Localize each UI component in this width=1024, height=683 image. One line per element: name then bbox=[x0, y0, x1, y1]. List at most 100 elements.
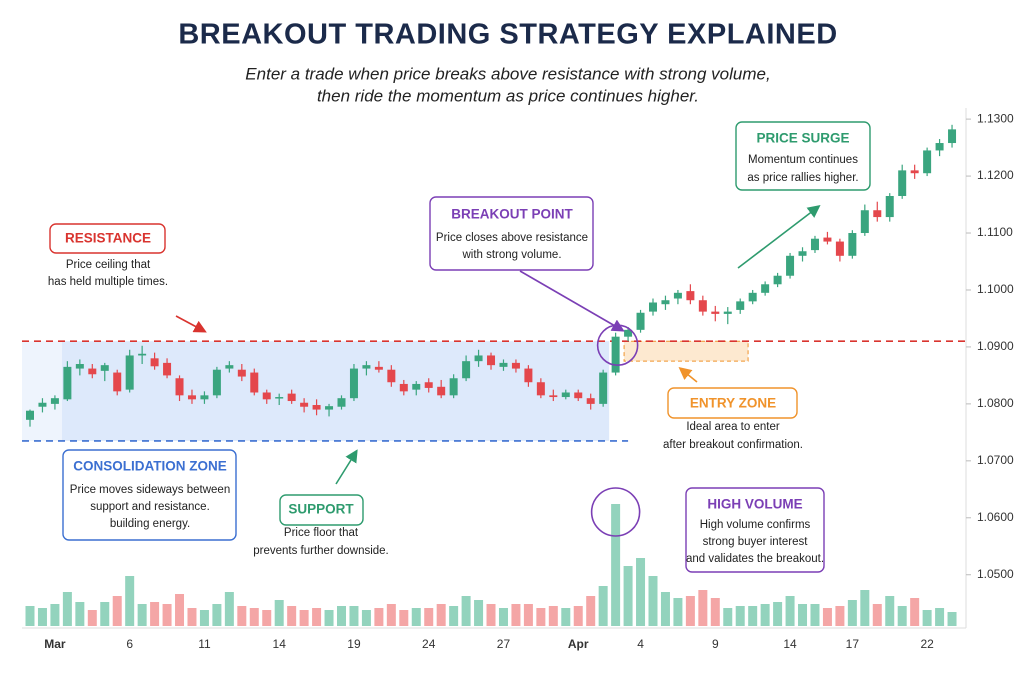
annotation-text: High volume confirms bbox=[700, 519, 811, 531]
candle-body bbox=[125, 355, 134, 390]
volume-bar bbox=[723, 608, 733, 626]
volume-bar bbox=[274, 600, 284, 626]
annotation-box bbox=[279, 494, 364, 526]
volume-bar bbox=[847, 600, 857, 626]
volume-bar bbox=[872, 604, 882, 626]
volume-bar bbox=[449, 606, 459, 626]
volume-bar bbox=[199, 610, 209, 626]
volume-bar bbox=[324, 610, 334, 626]
volume-bar bbox=[262, 610, 272, 626]
y-tick-label: 1.1300 bbox=[977, 111, 1014, 125]
annotation-text: support and resistance. bbox=[90, 501, 210, 513]
candle-body bbox=[262, 392, 271, 400]
volume-bar bbox=[175, 594, 185, 626]
chart-title: BREAKOUT TRADING STRATEGY EXPLAINED bbox=[178, 19, 837, 51]
annotation-title: CONSOLIDATION ZONE bbox=[73, 459, 227, 474]
candle-body bbox=[325, 406, 334, 410]
volume-bar bbox=[586, 596, 596, 626]
candle-body bbox=[462, 361, 471, 379]
x-tick-label: 22 bbox=[920, 637, 934, 651]
volume-bar bbox=[299, 610, 309, 626]
candle-body bbox=[586, 398, 595, 404]
candle-body bbox=[673, 292, 682, 299]
x-tick-label: 4 bbox=[637, 637, 644, 651]
x-tick-label: 14 bbox=[783, 637, 797, 651]
volume-bar bbox=[648, 576, 658, 626]
volume-bar bbox=[137, 604, 147, 626]
volume-bar bbox=[735, 606, 745, 626]
candle-body bbox=[736, 301, 745, 310]
candle-body bbox=[723, 311, 732, 314]
annotation-title: HIGH VOLUME bbox=[707, 497, 802, 512]
volume-bar bbox=[399, 610, 409, 626]
volume-bar bbox=[835, 606, 845, 626]
volume-bar bbox=[935, 608, 945, 626]
candle-body bbox=[349, 368, 358, 399]
candle-body bbox=[424, 382, 433, 388]
volume-bar bbox=[349, 606, 359, 626]
annotation-title: ENTRY ZONE bbox=[690, 396, 776, 411]
volume-bar bbox=[748, 606, 758, 626]
volume-bar bbox=[860, 590, 870, 626]
annotation-text: with strong volume. bbox=[461, 249, 561, 261]
annotation-text: Price ceiling that bbox=[66, 259, 151, 271]
candle-body bbox=[773, 275, 782, 285]
candle-body bbox=[649, 302, 657, 312]
candle-body bbox=[449, 378, 458, 396]
candle-body bbox=[63, 366, 72, 400]
annotation-arrow bbox=[175, 315, 207, 333]
volume-bar bbox=[75, 602, 85, 626]
volume-bar bbox=[910, 598, 920, 626]
candle-body bbox=[26, 410, 34, 420]
candle-body bbox=[748, 292, 757, 302]
volume-bar bbox=[636, 558, 646, 626]
x-tick-label: 11 bbox=[198, 637, 211, 651]
y-tick-label: 1.0800 bbox=[977, 396, 1014, 410]
volume-bar bbox=[112, 596, 122, 626]
candle-body bbox=[860, 210, 869, 234]
candle-body bbox=[300, 402, 309, 407]
highlight-circle bbox=[590, 487, 641, 537]
candle-body bbox=[848, 233, 857, 256]
volume-bar bbox=[897, 606, 907, 626]
candle-body bbox=[561, 392, 570, 398]
highlight-circle bbox=[596, 324, 639, 367]
volume-bar bbox=[673, 598, 683, 626]
x-tick-label: 19 bbox=[347, 637, 361, 651]
candle-body bbox=[948, 129, 957, 144]
candle-body bbox=[225, 365, 234, 369]
volume-bar bbox=[498, 608, 508, 626]
x-tick-label: Apr bbox=[568, 637, 589, 651]
y-tick-label: 1.1000 bbox=[977, 282, 1014, 296]
volume-bar bbox=[287, 606, 297, 626]
candle-body bbox=[88, 368, 97, 375]
volume-bar bbox=[361, 610, 371, 626]
candle-body bbox=[399, 383, 408, 392]
annotation-text: Momentum continues bbox=[748, 154, 858, 166]
annotation-title: PRICE SURGE bbox=[756, 131, 849, 146]
annotation-text: Price moves sideways between bbox=[70, 484, 230, 496]
subtitle: then ride the momentum as price continue… bbox=[317, 86, 699, 105]
volume-bar bbox=[773, 602, 783, 626]
x-tick-label: 6 bbox=[126, 637, 133, 651]
volume-bar bbox=[885, 596, 895, 626]
volume-bar bbox=[237, 606, 247, 626]
volume-bar bbox=[474, 600, 484, 626]
annotation-text: Price closes above resistance bbox=[436, 232, 588, 244]
candle-body bbox=[374, 366, 383, 370]
volume-bar bbox=[685, 596, 695, 626]
volume-bar bbox=[660, 592, 670, 626]
candle-body bbox=[362, 365, 371, 369]
volume-bar bbox=[822, 608, 832, 626]
volume-bar bbox=[922, 610, 932, 626]
candle-body bbox=[910, 170, 919, 174]
candle-body bbox=[113, 372, 122, 392]
volume-bar bbox=[212, 604, 222, 626]
candle-body bbox=[337, 398, 346, 407]
x-tick-label: 9 bbox=[712, 637, 719, 651]
volume-bar bbox=[611, 504, 621, 626]
annotation-text: building energy. bbox=[110, 518, 190, 530]
candle-body bbox=[536, 382, 545, 396]
y-tick-label: 1.1200 bbox=[977, 168, 1014, 182]
